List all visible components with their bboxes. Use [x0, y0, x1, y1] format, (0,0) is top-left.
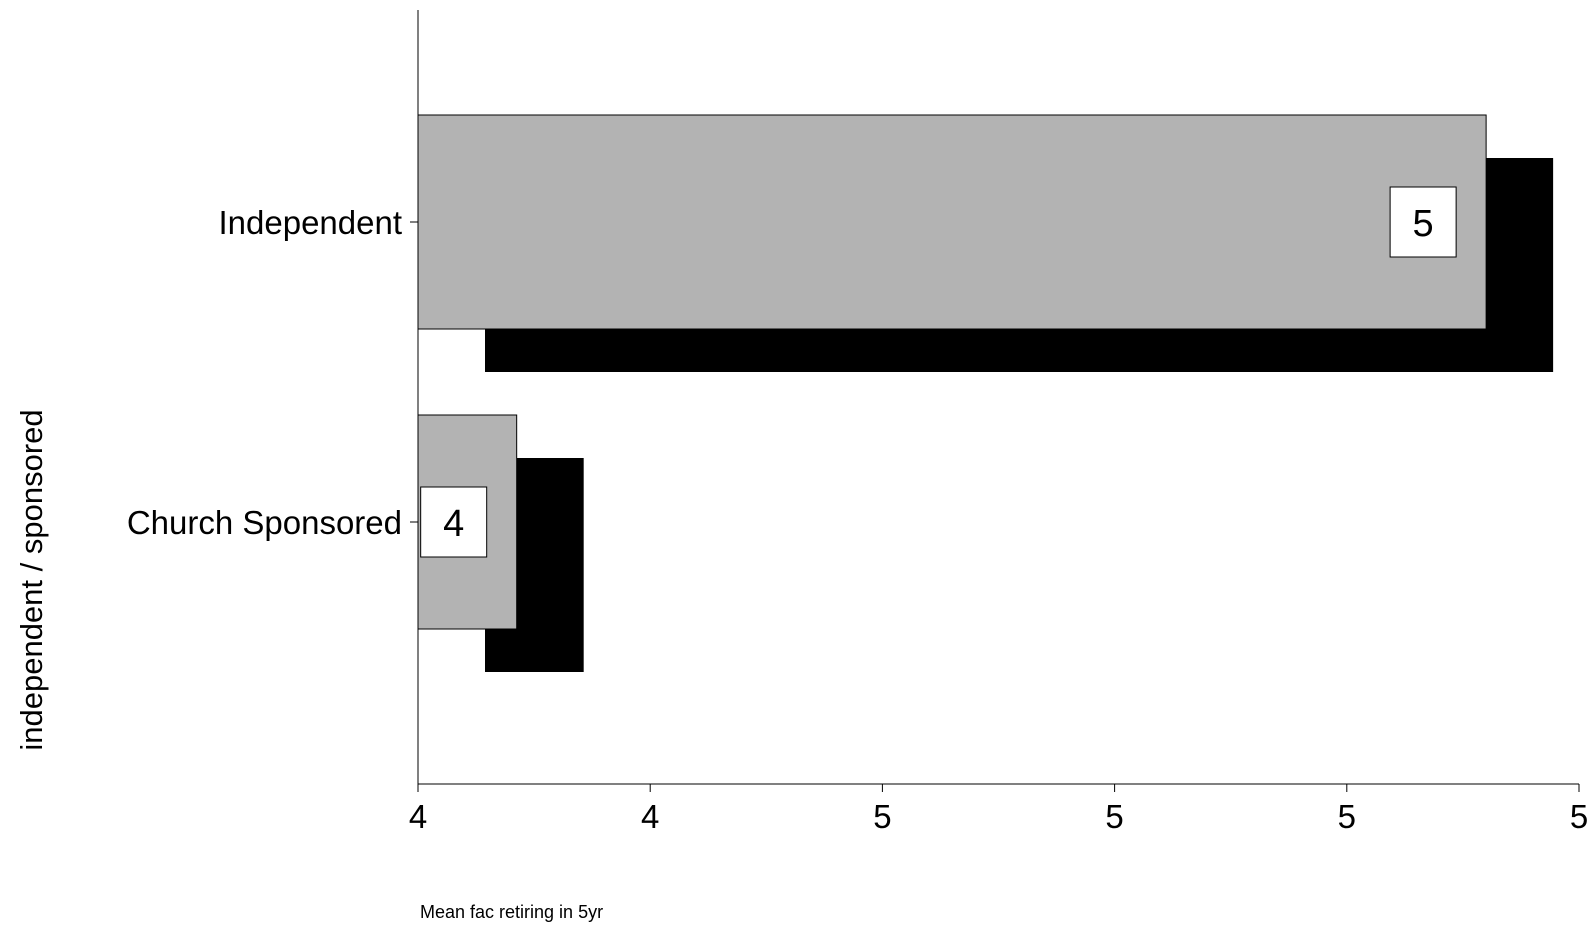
data-label-box-0 — [1389, 186, 1457, 258]
x-tick-label-0: 4 — [409, 798, 427, 835]
data-label-box-1 — [420, 486, 488, 558]
x-tick-label-3: 5 — [1105, 798, 1123, 835]
x-tick-label-4: 5 — [1338, 798, 1356, 835]
category-label-0: Independent — [218, 204, 402, 241]
x-tick-label-1: 4 — [641, 798, 659, 835]
category-label-1: Church Sponsored — [127, 504, 402, 541]
data-labels: 54 — [420, 186, 1457, 558]
data-label-0: 5 — [1413, 203, 1434, 245]
x-tick-label-2: 5 — [873, 798, 891, 835]
x-axis-title: Mean fac retiring in 5yr — [420, 902, 603, 922]
ticks-layer: 4 4 5 5 5 5 — [409, 784, 1588, 835]
bar-0 — [417, 114, 1487, 330]
x-tick-label-5: 5 — [1570, 798, 1588, 835]
data-label-1: 4 — [443, 503, 464, 545]
category-labels: Independent Church Sponsored — [127, 204, 418, 541]
bars-layer — [417, 114, 1554, 672]
y-axis-title: independent / sponsored — [14, 409, 49, 750]
